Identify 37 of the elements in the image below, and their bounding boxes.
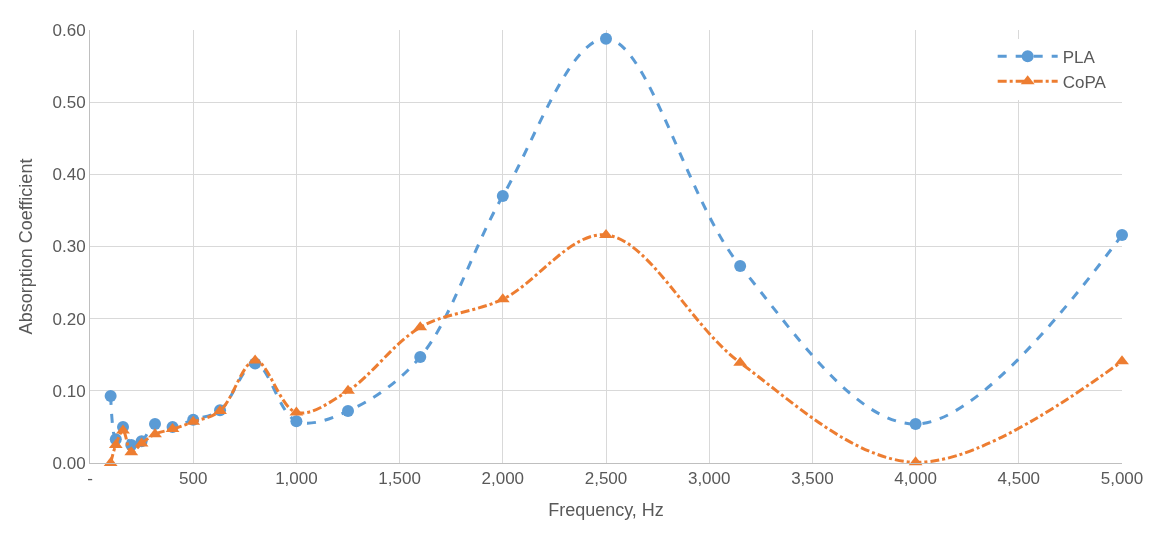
x-tick-label: 2,000 [481, 469, 525, 489]
y-tick-label: 0.60 [52, 20, 86, 40]
point [341, 384, 355, 394]
point [290, 415, 303, 428]
point [414, 350, 427, 363]
x-tick-label: - [87, 469, 93, 489]
legend-label: CoPA [1062, 72, 1107, 92]
x-tick-label: 4,500 [997, 469, 1041, 489]
point [496, 189, 509, 202]
point [599, 228, 613, 238]
point [116, 424, 130, 434]
y-axis-title: Absorption Coefficient [15, 158, 36, 335]
x-tick-label: 1,500 [378, 469, 421, 489]
y-tick-label: 0.00 [52, 453, 86, 473]
x-tick-label: 4,000 [894, 469, 937, 489]
point [1115, 355, 1129, 365]
x-tick-label: 5,000 [1100, 469, 1144, 489]
y-tick-label: 0.40 [52, 165, 86, 185]
y-tick-label: 0.50 [52, 93, 86, 113]
y-tick-label: 0.30 [52, 237, 86, 257]
x-tick-label: 500 [179, 469, 208, 489]
point [149, 418, 162, 431]
x-tick-label: 1,000 [275, 469, 318, 489]
y-tick-label: 0.20 [52, 309, 86, 329]
y-tick-label: 0.10 [52, 381, 86, 401]
point [148, 428, 162, 438]
x-tick-label: 2,500 [584, 469, 628, 489]
point [600, 32, 612, 45]
x-tick-label: 3,000 [687, 469, 731, 489]
x-tick-label: 3,500 [791, 469, 834, 489]
legend-label: PLA [1062, 47, 1096, 67]
x-axis-title: Frequency, Hz [548, 499, 664, 520]
point [734, 259, 747, 272]
point [909, 418, 922, 431]
point [1116, 228, 1128, 241]
point [342, 405, 354, 418]
point [104, 389, 117, 402]
